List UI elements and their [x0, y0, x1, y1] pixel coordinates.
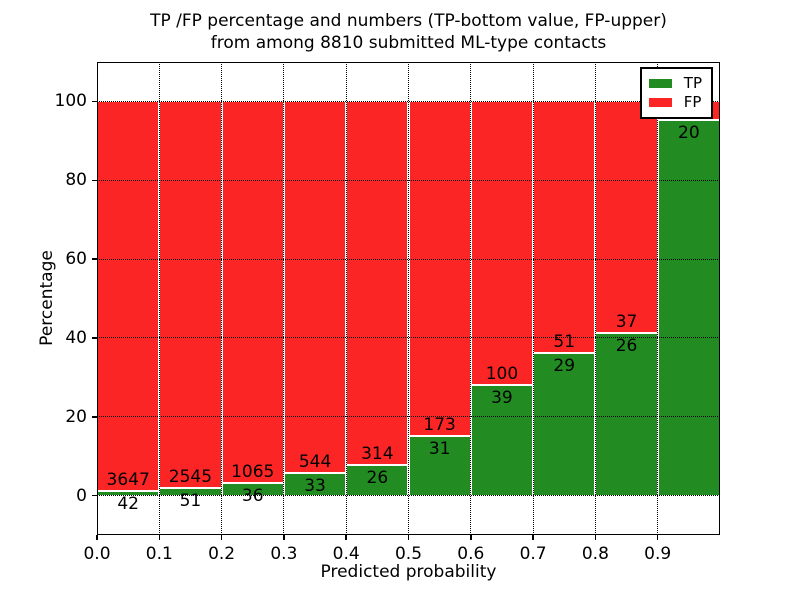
horizontal-gridline: [97, 100, 720, 102]
fp-count-label: 1065: [231, 461, 275, 482]
y-tick-label: 60: [65, 249, 87, 270]
bar-segment-fp: [533, 101, 596, 353]
legend: TP FP: [639, 67, 713, 119]
bar-segment-fp: [346, 101, 409, 466]
bar-segment-tp: [470, 384, 534, 496]
tp-color-swatch: [648, 79, 672, 88]
bar-segment-fp: [595, 101, 658, 333]
x-tick-mark: [158, 535, 161, 540]
plot-area: 3647 42 2545 51 1065 36 544 33 314 26 173 31 100 39 51…: [55, 62, 720, 564]
bar-segment-fp: [283, 101, 347, 474]
vertical-gridline: [532, 62, 534, 535]
vertical-gridline: [470, 62, 472, 535]
fp-count-label: 51: [553, 331, 576, 352]
x-tick-label: 0.4: [332, 544, 360, 564]
horizontal-gridline: [97, 416, 720, 418]
fp-count-label: 37: [615, 311, 638, 332]
bar-segment-fp: [408, 101, 471, 436]
bar-segment-tp: [283, 473, 347, 496]
vertical-gridline: [657, 62, 659, 535]
horizontal-gridline: [97, 179, 720, 181]
chart-title: TP /FP percentage and numbers (TP-bottom…: [97, 11, 720, 54]
bar-segment-tp: [221, 482, 284, 496]
vertical-gridline: [283, 62, 285, 535]
x-tick-mark: [594, 535, 597, 540]
y-tick-label: 80: [65, 170, 87, 191]
fp-legend-label: FP: [683, 93, 702, 111]
x-tick-label: 0.1: [145, 544, 173, 564]
bar-segment-tp: [533, 352, 596, 496]
tp-count-label: 33: [304, 476, 326, 497]
vertical-gridline: [345, 62, 347, 535]
y-tick-label: 40: [65, 327, 87, 348]
tp-count-label: 29: [553, 355, 576, 376]
x-tick-label: 0.2: [208, 544, 236, 564]
x-tick-mark: [532, 535, 534, 540]
x-tick-label: 0.8: [581, 544, 609, 564]
fp-color-swatch: [648, 98, 672, 107]
x-tick-label: 0.5: [394, 544, 423, 564]
x-tick-mark: [345, 535, 347, 540]
y-tick-mark: [92, 494, 97, 497]
bar-segment-tp: [346, 465, 409, 496]
y-tick-label: 100: [54, 91, 87, 112]
fp-count-label: 544: [298, 452, 332, 473]
vertical-gridline: [594, 62, 596, 535]
y-tick-mark: [92, 416, 97, 418]
bar-segment-tp: [595, 332, 658, 496]
tp-count-label: 26: [615, 335, 638, 356]
x-tick-label: 0.0: [83, 544, 111, 564]
horizontal-gridline: [97, 337, 720, 339]
legend-item-tp: TP: [648, 74, 702, 93]
x-tick-mark: [656, 535, 659, 540]
x-axis-label: Predicted probability: [320, 562, 497, 582]
chart-title-line2: from among 8810 submitted ML-type contac…: [210, 32, 607, 53]
horizontal-gridline: [97, 258, 720, 260]
fp-count-label: 314: [361, 444, 394, 465]
fp-count-label: 173: [423, 414, 456, 435]
legend-item-fp: FP: [648, 93, 702, 112]
y-tick-mark: [92, 179, 97, 181]
bar-segment-tp: [408, 435, 471, 496]
bar-segment-tp: [657, 120, 720, 496]
y-tick-label: 0: [76, 485, 87, 506]
bar-segment-fp: [221, 101, 284, 483]
vertical-gridline: [158, 62, 160, 535]
tp-count-label: 20: [678, 123, 700, 144]
tp-count-label: 39: [491, 387, 513, 408]
y-tick-mark: [92, 258, 97, 260]
x-tick-label: 0.6: [457, 544, 485, 564]
x-tick-mark: [220, 535, 223, 540]
y-tick-label: 20: [65, 406, 87, 427]
tp-count-label: 51: [179, 490, 202, 511]
tp-count-label: 36: [241, 485, 264, 506]
x-tick-mark: [96, 535, 98, 540]
vertical-gridline: [221, 62, 223, 535]
x-tick-mark: [407, 535, 410, 540]
y-tick-mark: [92, 337, 97, 339]
vertical-gridline: [408, 62, 409, 535]
chart-title-line1: TP /FP percentage and numbers (TP-bottom…: [150, 11, 667, 31]
fp-count-label: 3647: [106, 470, 150, 491]
tp-count-label: 31: [428, 438, 451, 459]
x-tick-mark: [283, 535, 285, 540]
tp-count-label: 42: [117, 494, 139, 515]
horizontal-gridline: [97, 495, 720, 497]
fp-count-label: 2545: [168, 466, 213, 487]
y-tick-mark: [92, 100, 97, 103]
tp-count-label: 26: [366, 468, 389, 489]
x-tick-label: 0.7: [519, 544, 547, 564]
tp-legend-label: TP: [683, 74, 702, 92]
bar-segment-fp: [97, 101, 160, 492]
fp-count-label: 100: [485, 363, 519, 384]
x-tick-label: 0.3: [270, 544, 298, 564]
x-tick-label: 0.9: [644, 544, 672, 564]
bar-segment-fp: [159, 101, 222, 488]
x-tick-mark: [470, 535, 472, 540]
